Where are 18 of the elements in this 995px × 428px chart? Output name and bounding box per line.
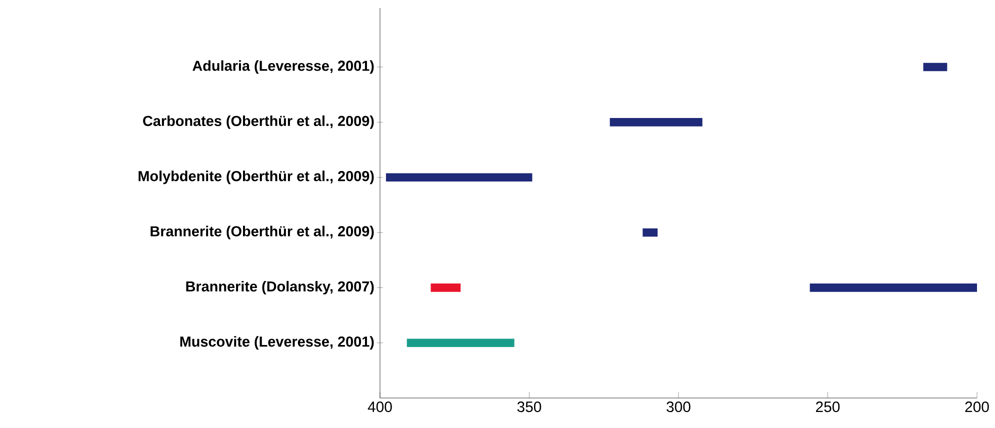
bar	[430, 284, 461, 292]
x-tick-label: 200	[965, 402, 989, 412]
x-tick-label: 300	[666, 402, 690, 412]
x-tick-label: 350	[517, 402, 542, 412]
bar	[923, 62, 948, 72]
y-tick-label: Muscovite (Leveresse, 2001)	[180, 336, 374, 350]
x-tick-label: 400	[368, 402, 392, 412]
bar	[810, 284, 978, 292]
y-tick-label: Molybdenite (Oberthür et al., 2009)	[138, 170, 374, 184]
y-tick-label: Carbonates (Oberthür et al., 2009)	[143, 115, 374, 129]
bar	[406, 338, 514, 347]
bar	[642, 228, 658, 237]
bar	[386, 173, 532, 182]
y-tick-label: Brannerite (Oberthür et al., 2009)	[150, 226, 374, 240]
x-tick-label: 250	[816, 402, 840, 412]
y-tick-label: Brannerite (Dolansky, 2007)	[186, 280, 374, 294]
bar	[610, 118, 702, 126]
y-tick-label: Adularia (Leveresse, 2001)	[192, 60, 374, 74]
